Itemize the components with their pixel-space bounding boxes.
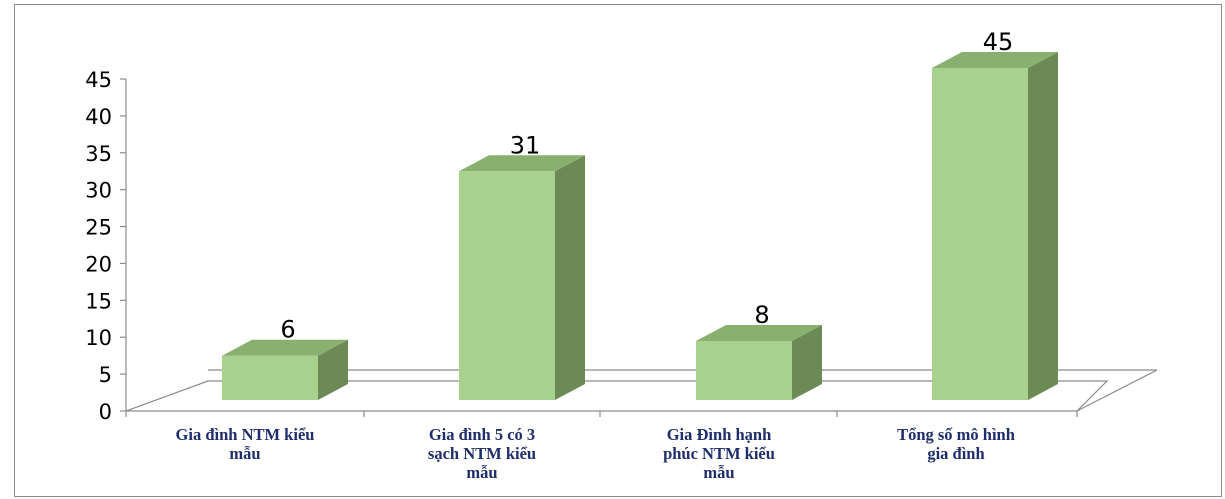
data-label: 6: [280, 316, 295, 344]
y-tick-label: 5: [99, 363, 112, 387]
x-category-label-line: Gia đình NTM kiểu: [176, 425, 315, 444]
x-category-label-line: sạch NTM kiểu: [428, 444, 536, 463]
x-category-label-line: Gia đình 5 có 3: [429, 425, 535, 444]
data-label: 31: [510, 131, 541, 159]
bar-top-face: [222, 339, 348, 356]
x-category-label: Gia đình NTM kiểu mẫu: [176, 425, 315, 463]
bar: [222, 339, 348, 400]
data-label: 8: [754, 301, 769, 329]
bar-front-face: [932, 68, 1028, 400]
y-tick-label: 10: [85, 326, 112, 350]
x-category-label-line: mẫu: [229, 444, 260, 463]
bar-side-face: [555, 155, 585, 400]
y-tick-label: 45: [85, 68, 112, 92]
y-tick-label: 25: [85, 216, 112, 240]
x-category-label-line: gia đình: [927, 444, 984, 463]
bar: [932, 52, 1058, 400]
bar-top-face: [459, 155, 585, 172]
bar-side-face: [1028, 52, 1058, 400]
x-category-label: Tổng số mô hình gia đình: [897, 425, 1015, 463]
y-tick-label: 15: [85, 289, 112, 313]
bar-side-face: [318, 339, 348, 400]
bar-front-face: [696, 340, 792, 400]
bar-front-face: [459, 171, 555, 400]
bar-top-face: [932, 52, 1058, 68]
y-tick-label: 40: [85, 105, 112, 129]
y-tick-label: 20: [85, 252, 112, 276]
y-tick-label: 35: [85, 142, 112, 166]
y-tick-label: 30: [85, 179, 112, 203]
chart-floor: [125, 380, 1109, 412]
x-category-label-line: Tổng số mô hình: [897, 425, 1015, 444]
x-category-label-line: Gia Đình hạnh: [667, 425, 772, 444]
data-label: 45: [983, 28, 1014, 56]
bar: [696, 324, 822, 400]
x-category-label: Gia Đình hạnh phúc NTM kiểu mẫu: [663, 425, 775, 482]
y-tick-label: 0: [99, 400, 112, 424]
bar: [459, 155, 585, 400]
bar-top-face: [696, 324, 822, 341]
bar-side-face: [792, 324, 822, 400]
floor-right-edge: [1076, 369, 1158, 412]
x-category-label-line: mẫu: [466, 463, 497, 482]
bar-front-face: [222, 355, 318, 400]
x-category-label-line: mẫu: [703, 463, 734, 482]
x-category-label: Gia đình 5 có 3 sạch NTM kiểu mẫu: [428, 425, 536, 482]
x-category-label-line: phúc NTM kiểu: [663, 444, 775, 463]
